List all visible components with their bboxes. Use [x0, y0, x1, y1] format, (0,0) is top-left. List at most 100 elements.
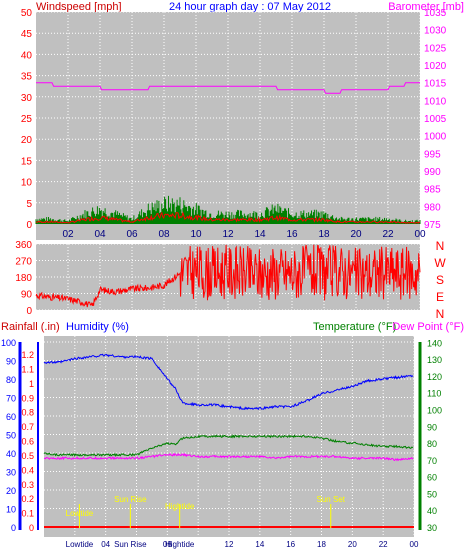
windspeed-tick-label: 25 [21, 114, 33, 125]
wind-panel-x-tick-labels: 02 04 06 08 10 12 14 16 18 20 22 00 [62, 229, 426, 240]
rain-tick-label: 1 [29, 379, 34, 389]
lower-x-tick-label: 20 [348, 540, 357, 549]
rain-tick-label: 0.5 [21, 451, 34, 461]
temperature-tick-label: 30 [427, 523, 437, 533]
barometer-tick-label: 1030 [424, 26, 447, 37]
barometer-tick-label: 990 [424, 167, 441, 178]
graph-title: 24 hour graph day : 07 May 2012 [169, 1, 331, 13]
marker-label: Lowtide [66, 509, 94, 518]
direction-panel-series [35, 244, 421, 308]
windspeed-tick-label: 10 [21, 178, 33, 189]
barometer-tick-label: 1010 [424, 96, 447, 107]
humidity-tick-label: 100 [1, 338, 16, 348]
rain-tick-label: 0.7 [21, 422, 34, 432]
wind-x-tick-label: 02 [62, 229, 74, 240]
barometer-tick-label: 1025 [424, 43, 447, 54]
lower-x-tick-label: 04 [101, 540, 110, 549]
lower-x-tick-label: Lowtide [66, 540, 94, 549]
wind-x-tick-label: 08 [158, 229, 170, 240]
humidity-tick-label: 20 [6, 486, 16, 496]
lower-x-tick-label: 16 [286, 540, 295, 549]
barometer-tick-label: 1035 [424, 8, 447, 19]
humidity-rain-axes: 0 10 20 30 40 50 60 70 80 90 100 0 0.1 0.2 0.3 0.4 0.5 0.… [1, 338, 39, 533]
windspeed-tick-label: 15 [21, 156, 33, 167]
windspeed-tick-label: 40 [21, 50, 33, 61]
direction-tick-label: 180 [15, 273, 32, 284]
wind-x-tick-label: 00 [414, 229, 426, 240]
barometer-tick-label: 980 [424, 202, 441, 213]
wind-x-tick-label: 10 [190, 229, 202, 240]
compass-letter: N [436, 239, 445, 253]
humidity-tick-label: 70 [6, 394, 16, 404]
humidity-axis-title: Humidity (%) [66, 321, 129, 333]
lower-x-tick-label: 00 [410, 540, 419, 549]
humidity-tick-label: 50 [6, 431, 16, 441]
rain-tick-label: 0.9 [21, 393, 34, 403]
direction-series-line [35, 244, 421, 308]
lower-x-tick-label: 08 [163, 540, 172, 549]
wind-x-tick-label: 12 [222, 229, 234, 240]
marker-label: Hightide [165, 502, 195, 511]
humidity-tick-label: 10 [6, 505, 16, 515]
barometer-tick-label: 985 [424, 185, 441, 196]
temperature-tick-label: 140 [427, 338, 442, 348]
direction-tick-label: 0 [26, 306, 32, 317]
wind-x-tick-label: 14 [254, 229, 266, 240]
windspeed-tick-label: 30 [21, 93, 33, 104]
wind-x-tick-label: 18 [318, 229, 330, 240]
barometer-tick-label: 1000 [424, 132, 447, 143]
windspeed-tick-label: 5 [26, 199, 32, 210]
rain-tick-label: 0.2 [21, 494, 34, 504]
marker-label: Sun Rise [114, 495, 147, 504]
rain-tick-label: 0.8 [21, 408, 34, 418]
tide-sun-markers: Lowtide Sun Rise Hightide Sun Set [66, 495, 346, 528]
humidity-series-line [43, 353, 414, 411]
wind-x-tick-label: 16 [286, 229, 298, 240]
temperature-tick-label: 80 [427, 439, 437, 449]
lower-x-tick-label: 14 [255, 540, 264, 549]
windspeed-tick-labels: 0 5 10 15 20 25 30 35 40 45 50 [21, 8, 33, 231]
wind-panel-x-axis-band [36, 224, 420, 240]
barometer-tick-label: 975 [424, 220, 441, 231]
humidity-tick-label: 90 [6, 357, 16, 367]
direction-tick-label: 360 [15, 240, 32, 251]
rain-tick-label: 1.1 [21, 364, 34, 374]
barometer-series-line [36, 82, 420, 94]
rain-tick-label: 1.2 [21, 350, 34, 360]
barometer-tick-label: 995 [424, 149, 441, 160]
lower-x-tick-label: 12 [225, 540, 234, 549]
windspeed-series-line [35, 211, 421, 224]
rain-tick-label: 0.3 [21, 480, 34, 490]
direction-tick-label: 90 [21, 290, 33, 301]
lower-x-tick-label: Sun Rise [114, 540, 147, 549]
lower-panel-grid [44, 336, 415, 537]
barometer-tick-label: 1005 [424, 114, 447, 125]
dewpoint-series-line [43, 452, 414, 462]
humidity-tick-label: 40 [6, 449, 16, 459]
temperature-tick-label: 40 [427, 506, 437, 516]
temperature-tick-label: 130 [427, 355, 442, 365]
windspeed-tick-label: 50 [21, 8, 33, 19]
temperature-tick-label: 70 [427, 456, 437, 466]
compass-letter: W [434, 256, 446, 270]
compass-letter: S [436, 273, 444, 287]
lower-x-tick-label: Hightide [165, 540, 195, 549]
rain-tick-label: 0.6 [21, 437, 34, 447]
wind-x-tick-label: 04 [94, 229, 106, 240]
rainfall-axis-title: Rainfall (.in) [1, 321, 60, 333]
rain-tick-label: 0 [29, 523, 34, 533]
direction-tick-labels: 0 90 180 270 360 [15, 240, 32, 317]
rain-tick-label: 0.4 [21, 465, 34, 475]
humidity-tick-label: 0 [11, 523, 16, 533]
temperature-tick-label: 90 [427, 422, 437, 432]
rain-tick-label: 0.1 [21, 509, 34, 519]
compass-letter: E [436, 290, 444, 304]
wind-panel-series [35, 82, 421, 224]
dewpoint-axis-title: Dew Point (°F) [392, 321, 464, 333]
temperature-tick-label: 110 [427, 389, 441, 399]
windspeed-tick-label: 0 [26, 220, 32, 231]
wind-x-tick-label: 22 [382, 229, 394, 240]
windspeed-axis-title: Windspeed [mph] [36, 1, 122, 13]
